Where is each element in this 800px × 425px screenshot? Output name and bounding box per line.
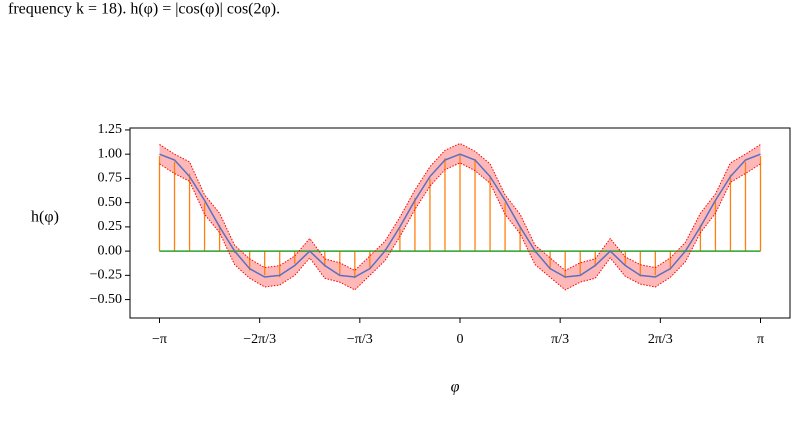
y-tick-label: 0.00 (98, 243, 123, 258)
x-tick-label: π/3 (551, 332, 569, 347)
y-tick-label: 0.75 (98, 171, 123, 186)
y-tick-label: 1.25 (98, 122, 123, 137)
x-axis-label: φ (451, 379, 460, 396)
x-tick-label: π (757, 332, 764, 347)
x-tick-label: −2π/3 (243, 332, 276, 347)
band-upper (159, 142, 761, 272)
x-tick-label: 2π/3 (648, 332, 673, 347)
y-tick-label: 0.50 (98, 195, 123, 210)
y-tick-label: −0.50 (90, 292, 122, 307)
x-tick-label: −π/3 (347, 332, 373, 347)
y-tick-label: 1.00 (98, 146, 123, 161)
true-curve (159, 153, 761, 278)
band-fill (159, 143, 761, 290)
x-tick-label: 0 (457, 332, 464, 347)
y-tick-label: −0.25 (90, 268, 122, 283)
x-tick-label: −π (152, 332, 167, 347)
y-tick-label: 0.25 (98, 219, 123, 234)
caption: frequency k = 18). h(φ) = |cos(φ)| cos(2… (8, 1, 280, 18)
band-lower (159, 162, 761, 291)
y-axis-label: h(φ) (31, 209, 59, 226)
